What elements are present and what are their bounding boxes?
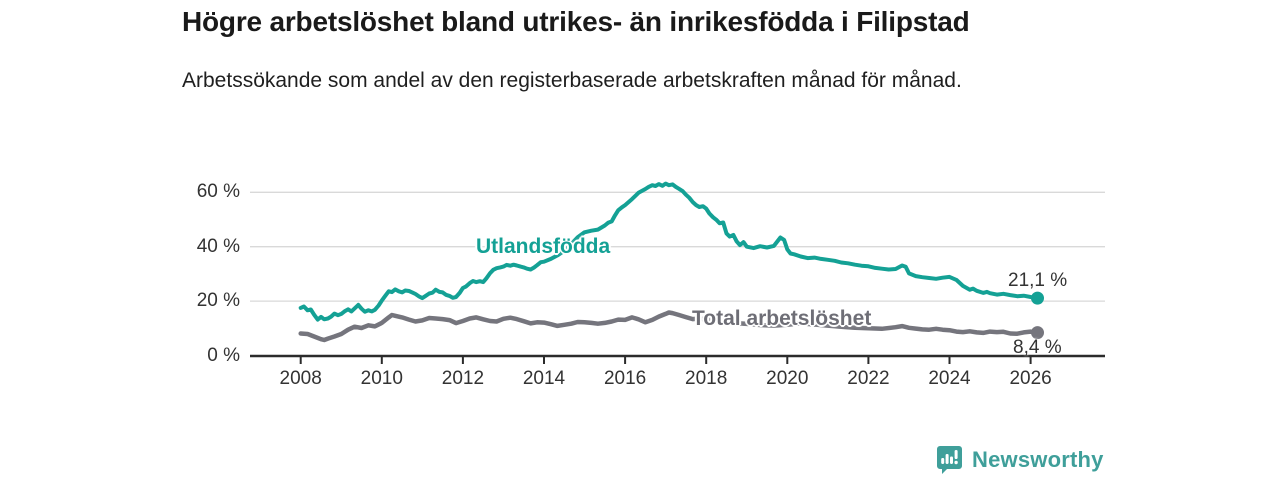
y-tick-label: 0 % [207, 344, 240, 366]
newsworthy-logo: Newsworthy [936, 445, 1104, 475]
x-tick-label: 2020 [766, 368, 809, 389]
series-label-total: Total arbetslöshet [692, 307, 872, 330]
newsworthy-wordmark: Newsworthy [972, 447, 1104, 472]
end-value-utlandsfodda: 21,1 % [1008, 270, 1068, 291]
chart-subtitle: Arbetssökande som andel av den registerb… [182, 69, 962, 92]
series-utlandsfodda-end-dot [1030, 291, 1044, 305]
end-value-total: 8,4 % [1013, 337, 1062, 358]
x-tick-label: 2014 [522, 368, 566, 389]
x-tick-label: 2010 [360, 368, 403, 389]
x-tick-label: 2024 [928, 368, 971, 389]
x-tick-label: 2026 [1009, 368, 1052, 389]
series-utlandsfodda-line [298, 181, 1040, 322]
x-tick-label: 2008 [279, 368, 322, 389]
series-total-line [298, 310, 1040, 343]
x-tick-label: 2012 [441, 368, 485, 389]
x-axis-tick-marks [299, 356, 1032, 364]
bar-chart-speech-bubble-icon [937, 446, 962, 474]
series-total-end-dot [1030, 326, 1044, 340]
y-tick-label: 20 % [196, 290, 240, 312]
y-tick-label: 60 % [196, 181, 240, 203]
y-tick-label: 40 % [196, 235, 240, 257]
x-tick-label: 2016 [603, 368, 647, 389]
series-label-utlandsfodda: Utlandsfödda [476, 235, 611, 258]
x-tick-label: 2022 [847, 368, 890, 389]
x-tick-label: 2018 [685, 368, 728, 389]
page-title: Högre arbetslöshet bland utrikes- än inr… [182, 6, 970, 37]
gridlines [250, 191, 1105, 302]
